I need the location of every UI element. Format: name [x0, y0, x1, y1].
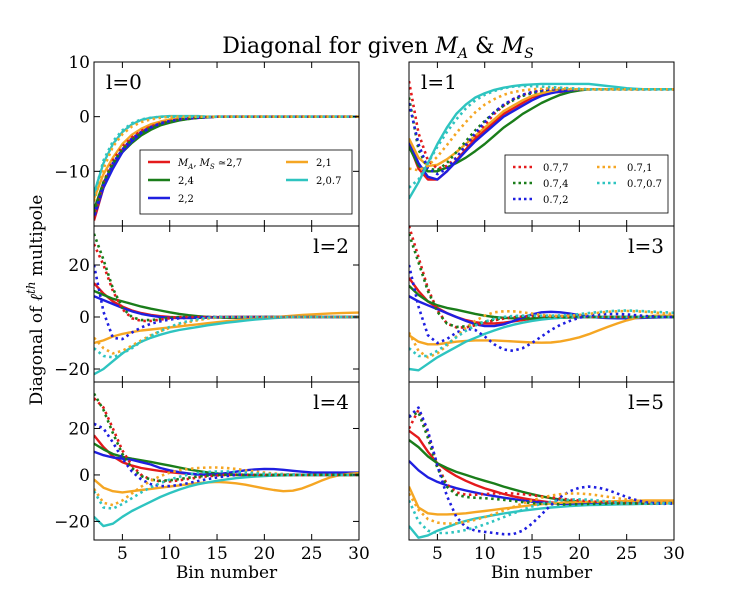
x-tick-label: 20: [569, 544, 591, 564]
series-line-0p7-1: [409, 86, 674, 172]
series-line-0p7-1: [409, 492, 674, 526]
y-tick-label: 20: [68, 419, 90, 439]
panel-l2: 20 0 −20 l=2: [54, 225, 360, 383]
legend-label: 0.7,0.7: [627, 179, 662, 190]
legend-l1: 0.7,7 0.7,4 0.7,2 0.7,1 0.7,0.7: [504, 154, 669, 214]
legend-frame: [139, 149, 353, 215]
x-tick-label: 15: [206, 544, 228, 564]
series-line-2-2: [94, 450, 359, 476]
legend-ms-sub: S: [210, 163, 215, 171]
ylabel-sup: th: [24, 281, 38, 294]
series-group: [409, 406, 674, 539]
panel-frame: [93, 381, 360, 541]
panel-label: l=0: [106, 70, 142, 94]
y-tick-label: 0: [79, 308, 90, 328]
title-ms-sub: S: [524, 46, 534, 62]
y-tick-label: −20: [54, 512, 90, 532]
panel-label: l=4: [313, 390, 349, 414]
series-line-0p7-0p7: [409, 497, 674, 535]
legend-sep: ,: [193, 158, 199, 169]
series-line-0p7-2: [94, 422, 359, 488]
y-tick-label: 20: [68, 256, 90, 276]
legend-ma: M: [177, 158, 189, 169]
series-line-0p7-2: [94, 264, 359, 341]
legend-tail: ≃2,7: [215, 158, 242, 169]
title-ms: M: [501, 34, 525, 59]
series-line-2-1: [409, 314, 674, 346]
panel-label: l=5: [628, 390, 664, 414]
series-line-0p7-0p7: [409, 309, 674, 358]
panel-l1: l=1: [408, 61, 675, 227]
series-line-2-1: [94, 311, 359, 345]
series-line-0p7-4: [94, 392, 359, 483]
panel-l0: 10 0 −10 l=0: [54, 53, 360, 227]
series-line-0p7-7: [409, 408, 674, 505]
series-group: [94, 392, 359, 528]
series-line-0p7-1: [94, 115, 359, 202]
panel-label: l=3: [628, 234, 664, 258]
title-ma-sub: A: [456, 46, 468, 62]
legend-label: 0.7,7: [543, 163, 568, 174]
legend-label: 2,0.7: [316, 176, 341, 187]
y-tick-label: −20: [54, 360, 90, 380]
series-line-0p7-7: [94, 243, 359, 323]
y-tick-label: −10: [54, 162, 90, 182]
x-tick-label: 25: [616, 544, 638, 564]
x-axis-label: Bin number: [491, 563, 593, 583]
title-amp: &: [468, 34, 502, 59]
ylabel-suffix: multipole: [27, 195, 47, 282]
ylabel-text: Diagonal of: [27, 301, 47, 405]
series-group: [409, 80, 674, 200]
series-line-2-1: [409, 486, 674, 516]
series-group: [94, 114, 359, 221]
series-line-0p7-2: [409, 406, 674, 536]
legend-label: 0.7,2: [543, 195, 568, 206]
series-line-0p7-4: [409, 410, 674, 506]
legend-label: 2,4: [178, 176, 194, 187]
chart-title: Diagonal for given MA & MS: [222, 34, 533, 62]
x-tick-label: 10: [474, 544, 496, 564]
title-text: Diagonal for given: [222, 34, 435, 59]
y-axis-label: Diagonal of ℓth multipole: [24, 195, 47, 406]
series-line-0p7-2: [409, 264, 674, 353]
x-tick-label: 25: [301, 544, 323, 564]
panel-l5: 5 10 15 20 25 30 l=5 Bin number: [408, 381, 685, 583]
y-tick-label: 0: [79, 466, 90, 486]
series-line-0p7-2: [409, 88, 674, 176]
series-line-0p7-0p7: [409, 84, 674, 189]
x-tick-label: 20: [254, 544, 276, 564]
x-tick-label: 15: [521, 544, 543, 564]
legend-label: MA, MS ≃2,7: [177, 158, 242, 171]
legend-l0: MA, MS ≃2,72,42,22,12,0.7: [139, 149, 353, 215]
legend-label: 2,2: [178, 194, 194, 205]
x-tick-label: 5: [117, 544, 128, 564]
panel-label: l=2: [313, 234, 349, 258]
panel-l4: 5 10 15 20 25 30 20 0 −20 l=4 Bin number: [54, 381, 370, 583]
x-tick-label: 10: [159, 544, 181, 564]
y-tick-label: 10: [68, 53, 90, 73]
series-group: [94, 233, 359, 376]
series-line-0p7-0p7: [94, 315, 359, 359]
ylabel-ell: ℓ: [27, 294, 47, 301]
legend-label: 0.7,4: [543, 179, 568, 190]
panel-l3: l=3: [408, 225, 675, 383]
panel-frame: [408, 381, 675, 541]
legend-ma-sub: A: [187, 163, 193, 171]
series-line-2-0p7: [94, 315, 359, 376]
legend-ms: M: [199, 158, 211, 169]
legend-label: 2,1: [316, 158, 332, 169]
series-group: [409, 226, 674, 372]
series-line-0p7-0p7: [94, 115, 359, 197]
y-tick-label: 0: [79, 108, 90, 128]
x-axis-label: Bin number: [176, 563, 278, 583]
legend-label: 0.7,1: [627, 163, 652, 174]
x-tick-label: 30: [663, 544, 685, 564]
title-ma: M: [434, 34, 458, 59]
series-line-2-0p7: [409, 501, 674, 539]
panel-label: l=1: [421, 70, 457, 94]
x-tick-label: 5: [432, 544, 443, 564]
legend-frame: [504, 154, 669, 214]
x-tick-label: 30: [348, 544, 370, 564]
